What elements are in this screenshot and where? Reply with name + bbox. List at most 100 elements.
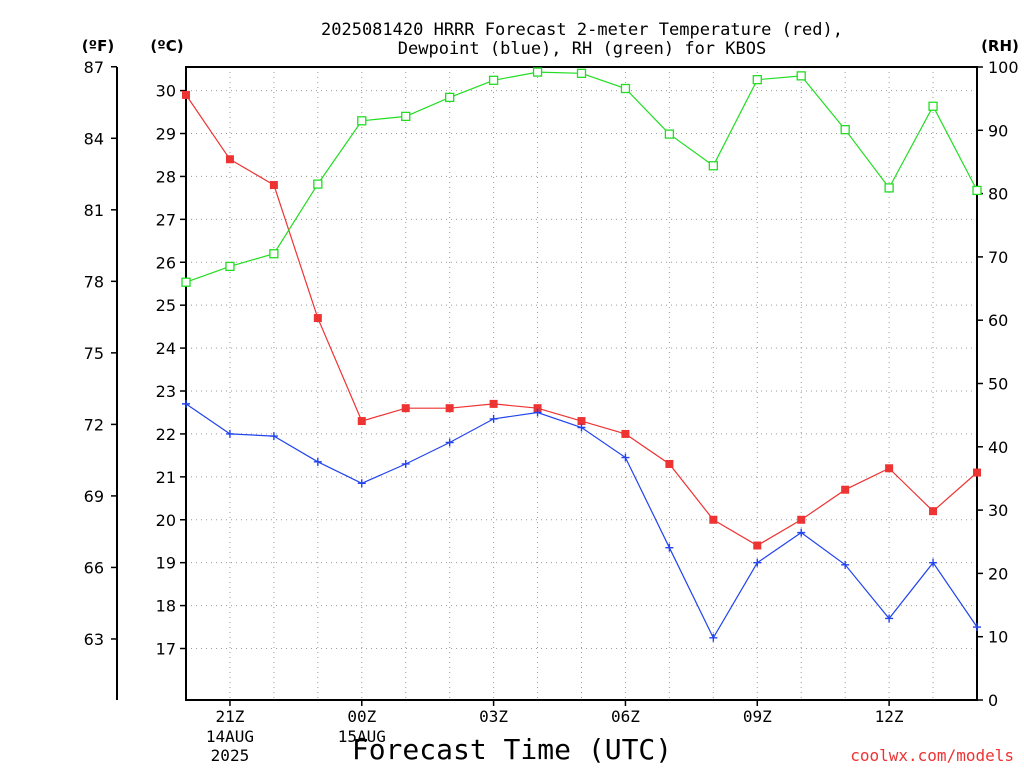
tick-label-celsius: 28: [156, 167, 176, 186]
marker-dewpoint: [533, 408, 542, 417]
tick-label-fahrenheit: 63: [84, 630, 104, 649]
tick-label-rh: 50: [988, 375, 1008, 394]
marker-temperature: [577, 417, 586, 426]
marker-temperature: [533, 404, 542, 413]
marker-temperature: [797, 515, 806, 524]
marker-temperature: [357, 417, 366, 426]
marker-dewpoint: [885, 614, 894, 623]
marker-dewpoint: [357, 479, 366, 488]
tick-label-time: 00Z: [347, 707, 376, 726]
tick-label-time: 21Z: [215, 707, 244, 726]
marker-dewpoint: [225, 429, 234, 438]
marker-rh: [884, 183, 894, 193]
marker-temperature: [269, 181, 278, 190]
tick-label-celsius: 30: [156, 82, 176, 101]
tick-label-fahrenheit: 72: [84, 415, 104, 434]
marker-dewpoint: [709, 633, 718, 642]
tick-label-rh: 20: [988, 564, 1008, 583]
tick-label-rh: 40: [988, 438, 1008, 457]
tick-label-date: 15AUG: [338, 727, 386, 746]
marker-temperature: [225, 155, 234, 164]
tick-label-rh: 0: [988, 691, 998, 710]
marker-dewpoint: [973, 623, 981, 632]
marker-temperature: [753, 541, 762, 550]
marker-rh: [532, 67, 543, 77]
tick-label-celsius: 21: [156, 468, 176, 487]
x-axis-label: Forecast Time (UTC): [352, 733, 672, 766]
marker-rh: [576, 68, 587, 78]
tick-label-celsius: 18: [156, 597, 176, 616]
marker-rh: [225, 261, 235, 272]
tick-label-date: 14AUG: [206, 727, 254, 746]
marker-temperature: [401, 404, 410, 413]
marker-dewpoint: [182, 399, 190, 408]
tick-label-celsius: 25: [156, 296, 176, 315]
tick-label-rh: 10: [988, 628, 1008, 647]
unit-label-fahrenheit: (ºF): [82, 37, 114, 55]
marker-temperature: [621, 429, 630, 438]
tick-label-fahrenheit: 75: [84, 344, 104, 363]
tick-label-celsius: 17: [156, 640, 176, 659]
marker-temperature: [709, 515, 718, 524]
marker-dewpoint: [665, 543, 674, 552]
tick-label-celsius: 26: [156, 253, 176, 272]
tick-label-time: 12Z: [875, 707, 904, 726]
tick-label-celsius: 29: [156, 125, 176, 144]
marker-rh: [972, 185, 982, 196]
marker-dewpoint: [313, 457, 322, 466]
marker-dewpoint: [577, 423, 586, 432]
marker-rh: [840, 125, 850, 135]
marker-rh: [401, 111, 411, 122]
tick-label-fahrenheit: 69: [84, 487, 104, 506]
tick-label-time: 06Z: [611, 707, 640, 726]
chart-title-line1: 2025081420 HRRR Forecast 2-meter Tempera…: [321, 20, 843, 40]
marker-rh: [313, 179, 323, 189]
tick-label-celsius: 22: [156, 425, 176, 444]
marker-dewpoint: [753, 558, 762, 567]
marker-rh: [488, 75, 499, 85]
unit-label-rh: (RH): [981, 37, 1019, 55]
grid-lines: [186, 67, 977, 700]
marker-temperature: [665, 459, 674, 468]
marker-rh: [445, 92, 455, 103]
series-markers: [181, 67, 982, 642]
marker-dewpoint: [621, 453, 630, 462]
tick-label-celsius: 27: [156, 210, 176, 229]
marker-temperature: [182, 90, 190, 99]
marker-temperature: [929, 507, 938, 516]
tick-labels: 63 66 69 72 75 78 81 84 87 17 18 19 20 21 22 23 24 25 26 27…: [84, 58, 1019, 765]
marker-rh: [664, 129, 675, 139]
marker-temperature: [973, 468, 981, 477]
tick-label-rh: 60: [988, 311, 1008, 330]
marker-dewpoint: [841, 560, 850, 569]
marker-rh: [796, 71, 806, 81]
marker-rh: [357, 116, 367, 126]
tick-label-time: 03Z: [479, 707, 508, 726]
marker-rh: [752, 75, 762, 85]
chart-axes: [111, 66, 983, 706]
marker-dewpoint: [929, 558, 938, 567]
tick-label-fahrenheit: 66: [84, 558, 104, 577]
marker-temperature: [489, 399, 498, 408]
marker-dewpoint: [797, 528, 806, 537]
marker-temperature: [445, 404, 454, 413]
plot-frame: [185, 66, 978, 701]
tick-label-fahrenheit: 84: [84, 129, 104, 148]
marker-temperature: [885, 464, 894, 473]
tick-label-time: 09Z: [743, 707, 772, 726]
tick-label-rh: 80: [988, 185, 1008, 204]
tick-label-celsius: 19: [156, 554, 176, 573]
marker-rh: [928, 101, 938, 111]
marker-dewpoint: [445, 438, 454, 447]
marker-rh: [181, 277, 191, 287]
tick-label-year: 2025: [211, 746, 250, 765]
tick-label-celsius: 24: [156, 339, 176, 358]
tick-label-rh: 30: [988, 501, 1008, 520]
marker-dewpoint: [401, 459, 410, 468]
tick-label-fahrenheit: 81: [84, 201, 104, 220]
marker-rh: [269, 249, 279, 259]
tick-label-fahrenheit: 78: [84, 272, 104, 291]
tick-label-celsius: 20: [156, 511, 176, 530]
marker-rh: [620, 83, 631, 94]
